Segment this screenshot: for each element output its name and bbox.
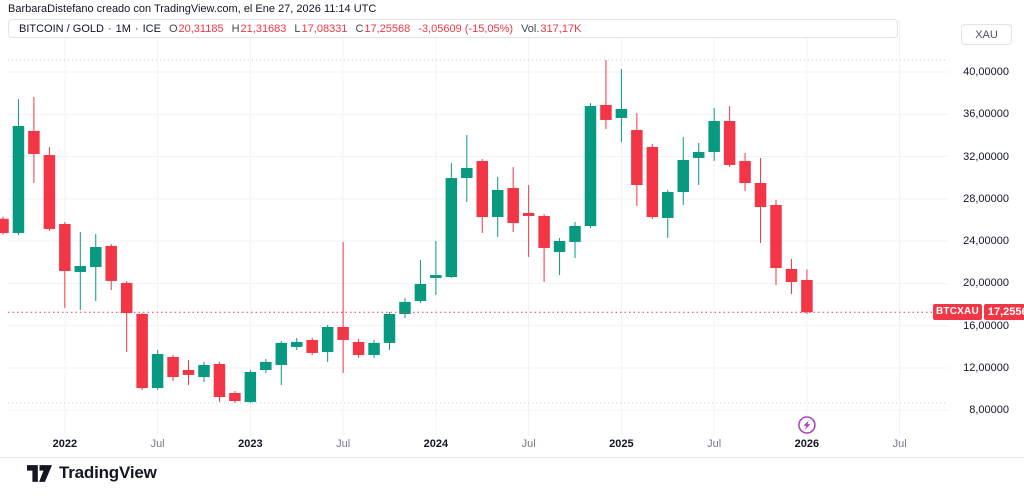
- volume-value: 317,17K: [540, 22, 582, 35]
- candle-body: [182, 369, 195, 375]
- candle-body: [631, 129, 643, 186]
- candle-body: [28, 130, 40, 154]
- candle-body: [739, 161, 751, 184]
- symbol-legend[interactable]: BITCOIN / GOLD · 1M · ICE O 20,31185 H 2…: [8, 19, 898, 38]
- candle-body: [677, 159, 689, 192]
- candle-body: [275, 342, 288, 366]
- candle-body: [569, 226, 581, 242]
- candle-body: [399, 301, 411, 314]
- candle-body: [368, 342, 380, 355]
- attribution-text: BarbaraDistefano creado con TradingView.…: [8, 3, 377, 15]
- last-price-badge: BTCXAU 17,25568: [933, 304, 1024, 321]
- symbol-name: BITCOIN / GOLD: [19, 22, 104, 35]
- candle-body: [151, 354, 164, 389]
- volume-label: Vol.: [521, 22, 540, 35]
- candle-body: [290, 341, 303, 347]
- candle-body: [244, 371, 257, 402]
- candle-body: [167, 356, 179, 378]
- candle-body: [321, 326, 334, 353]
- candle-body: [260, 361, 272, 370]
- low-value: 17,08331: [301, 22, 348, 35]
- candle-body: [414, 283, 427, 301]
- flash-event-marker-icon[interactable]: [798, 416, 816, 434]
- candle-body: [383, 313, 396, 343]
- candle-body: [352, 341, 365, 355]
- candle-body: [507, 187, 519, 224]
- candle-body: [74, 266, 87, 272]
- change-value: -3,05609 (-15,05%): [418, 22, 514, 35]
- candle-body: [646, 146, 659, 218]
- candle-body: [491, 189, 504, 218]
- exchange-label: ICE: [142, 22, 161, 35]
- candle-body: [0, 218, 9, 233]
- candle-body: [553, 241, 566, 252]
- brand-name: TradingView: [59, 463, 157, 482]
- candle-body: [522, 213, 535, 216]
- legend-separator: ·: [107, 22, 112, 35]
- candle-body: [105, 245, 117, 281]
- interval-label: 1M: [115, 22, 131, 35]
- candle-body: [59, 223, 71, 271]
- candle-body: [213, 363, 226, 398]
- candle-body: [615, 108, 628, 118]
- candle-body: [229, 392, 241, 402]
- candle-body: [708, 121, 720, 152]
- candle-body: [600, 104, 612, 120]
- candle-body: [90, 247, 102, 267]
- candle-body: [120, 282, 133, 314]
- open-value: 20,31185: [178, 22, 224, 35]
- candle-body: [662, 191, 674, 218]
- currency-unit-button[interactable]: XAU: [961, 24, 1012, 45]
- candle-body: [12, 125, 25, 233]
- candle-body: [723, 121, 736, 165]
- close-value: 17,25568: [364, 22, 411, 35]
- candle-body: [770, 204, 782, 269]
- tradingview-logo[interactable]: TradingView: [27, 462, 157, 484]
- candle-body: [692, 151, 705, 158]
- low-label: L: [294, 22, 301, 35]
- legend-separator: ·: [134, 22, 139, 35]
- open-label: O: [168, 22, 178, 35]
- tradingview-mark-icon: [27, 464, 52, 482]
- candle-body: [43, 155, 56, 229]
- footer-divider: [0, 457, 1024, 458]
- candle-body: [430, 275, 442, 278]
- candle-body: [754, 183, 767, 207]
- close-label: C: [355, 22, 364, 35]
- candle-body: [337, 326, 349, 340]
- candle-body: [445, 178, 458, 278]
- high-value: 21,31683: [240, 22, 287, 35]
- last-price-symbol: BTCXAU: [933, 304, 982, 321]
- candle-body: [306, 339, 318, 353]
- last-price-value: 17,25568: [983, 304, 1024, 321]
- candle-body: [476, 161, 489, 218]
- high-label: H: [231, 22, 240, 35]
- candle-body: [136, 313, 148, 389]
- candle-body: [198, 365, 210, 378]
- candle-body: [584, 106, 597, 227]
- candle-body: [461, 168, 473, 179]
- candle-body: [785, 268, 798, 282]
- candle-body: [538, 215, 550, 248]
- candle-body: [801, 279, 813, 313]
